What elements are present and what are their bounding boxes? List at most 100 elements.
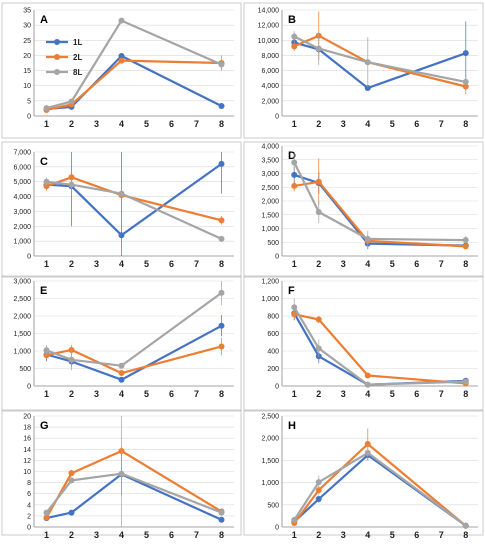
panel-g-y-tick-label: 0 xyxy=(27,525,31,532)
panel-g-series-8l-point xyxy=(218,509,225,516)
panel-a-x-tick-label: 5 xyxy=(144,119,149,129)
panel-a-y-tick-label: 20 xyxy=(23,53,31,60)
panel-b-y-tick-label: 6,000 xyxy=(261,68,279,75)
panel-a-frame xyxy=(1,2,242,139)
panel-d-y-tick-label: 3,500 xyxy=(261,157,279,164)
panel-e-x-tick-label: 4 xyxy=(119,389,124,399)
panel-g-x-tick-label: 7 xyxy=(194,530,199,540)
panel-c-x-tick-label: 4 xyxy=(119,259,124,269)
panel-c-x-tick-label: 1 xyxy=(44,259,49,269)
panel-f-y-tick-label: 800 xyxy=(267,314,279,321)
panel-e-y-tick-label: 2,000 xyxy=(13,314,31,321)
panel-a-x-tick-label: 4 xyxy=(119,119,124,129)
legend-1l-marker xyxy=(54,39,60,45)
panel-f-x-tick-label: 5 xyxy=(390,389,395,399)
panel-h-x-tick-label: 1 xyxy=(292,530,297,540)
panel-b-y-tick-label: 0 xyxy=(275,114,279,121)
panel-e-x-tick-label: 2 xyxy=(69,389,74,399)
panel-b-series-8l-line xyxy=(293,35,467,83)
panel-a-y-tick-label: 35 xyxy=(23,8,31,15)
legend-8l-label: 8L xyxy=(73,68,82,77)
panel-h-y-tick-label: 2,500 xyxy=(261,414,279,421)
panel-d-x-tick-label: 3 xyxy=(341,259,346,269)
panel-e-y-tick-label: 1,000 xyxy=(13,349,31,356)
panel-d-series-2l-point xyxy=(315,178,322,185)
panel-g-y-tick-label: 16 xyxy=(23,436,31,443)
panel-e-series-8l-point xyxy=(43,347,50,354)
panel-b-series-2l xyxy=(291,11,469,95)
panel-e-y-tick-label: 0 xyxy=(27,384,31,391)
panel-a-x-tick-label: 1 xyxy=(44,119,49,129)
panel-b-x-tick-label: 5 xyxy=(390,119,395,129)
panel-d-x-tick-label: 8 xyxy=(463,259,468,269)
panel-d-series-8l-point xyxy=(462,237,469,244)
panel-b-series-8l-point xyxy=(291,33,298,40)
panel-e-series-1l-line xyxy=(46,324,223,381)
legend-1l-label: 1L xyxy=(73,38,82,47)
panel-f-series-8l-line xyxy=(293,306,466,386)
panel-h-x-tick-label: 7 xyxy=(439,530,444,540)
panel-c-y-tick-label: 5,000 xyxy=(13,179,31,186)
panel-d-x-tick-label: 7 xyxy=(439,259,444,269)
panel-c-series-8l-point xyxy=(118,190,125,197)
panel-e-series-2l-point xyxy=(218,343,225,350)
panel-e-series-1l-point xyxy=(218,322,225,329)
panel-g-series-8l-point xyxy=(68,477,75,484)
panel-a-series-8l xyxy=(43,17,225,112)
panel-d-series-2l-point xyxy=(291,182,298,189)
panel-c-series-1l-point xyxy=(118,232,125,239)
panel-b-frame xyxy=(243,2,484,139)
panel-h-x-tick-label: 6 xyxy=(414,530,419,540)
panel-a-series-1l-point xyxy=(118,53,125,60)
panel-g-frame xyxy=(1,409,242,536)
panel-h: 0 500 1,000 1,500 2,000 2,500 1 2 3 4 5 6 7 8 H xyxy=(243,409,484,540)
panel-d-series-8l-point xyxy=(315,209,322,215)
panel-h-label: H xyxy=(288,420,296,432)
panel-g-y-tick-label: 2 xyxy=(27,513,31,520)
panel-e-series-8l-point xyxy=(118,362,125,369)
panel-h-series-8l-point xyxy=(462,522,469,529)
panel-c-series-8l-point xyxy=(218,235,225,242)
panel-h-x-tick-label: 3 xyxy=(341,530,346,540)
panel-d-series-2l-line xyxy=(294,180,466,248)
panel-f-label: F xyxy=(288,285,295,297)
panel-d-y-tick-label: 2,000 xyxy=(261,199,279,206)
panel-c-series-2l-point xyxy=(218,217,225,224)
panel-h-x-tick-label: 5 xyxy=(390,530,395,540)
panel-a-series-2l-line xyxy=(46,59,222,111)
panel-b-series-2l-point xyxy=(291,43,298,50)
panel-c: 0 1,000 2,000 3,000 4,000 5,000 6,000 7,000 1 2 3 4… xyxy=(1,141,242,278)
panel-f-x-tick-label: 1 xyxy=(292,389,297,399)
panel-e-x-tick-label: 6 xyxy=(169,389,174,399)
panel-g-x-tick-label: 6 xyxy=(169,530,174,540)
panel-c-series-8l-point xyxy=(43,178,50,185)
panel-b-series-1l-point xyxy=(462,50,469,57)
panel-f-y-tick-label: 200 xyxy=(267,366,279,373)
panel-c-series-1l xyxy=(43,152,225,256)
panel-h-series-2l-point xyxy=(364,440,371,447)
panel-f-y-tick-label: 600 xyxy=(267,331,279,338)
panel-e-series-8l-point xyxy=(68,356,75,363)
panel-c-y-tick-label: 4,000 xyxy=(13,194,31,201)
panel-d-series-8l xyxy=(291,152,469,248)
panel-g-series-8l-line xyxy=(45,472,222,514)
panel-g-y-tick-label: 18 xyxy=(23,425,31,432)
panel-c-y-tick-label: 7,000 xyxy=(13,150,31,157)
panel-g-series-1l-point xyxy=(68,509,75,516)
panel-g-x-tick-label: 4 xyxy=(119,530,124,540)
legend: 1L 2L 8L xyxy=(46,38,82,77)
panel-b-series-8l-point xyxy=(364,59,371,66)
panel-a-y-tick-label: 0 xyxy=(27,114,31,121)
panel-b-label: B xyxy=(288,14,296,26)
panel-e-x-tick-label: 8 xyxy=(219,389,224,399)
panel-d-series-2l-point xyxy=(462,243,469,250)
panel-e-series-8l-line xyxy=(46,292,223,367)
panel-d-series-1l-point xyxy=(291,171,298,178)
panel-f-series-2l-line xyxy=(294,313,466,385)
panel-d-y-tick-label: 2,500 xyxy=(261,185,279,192)
panel-h-series-8l xyxy=(291,449,469,529)
panel-h-y-tick-label: 1,000 xyxy=(261,480,279,487)
panel-f-y-tick-label: 1,000 xyxy=(261,296,279,303)
panel-d-x-tick-label: 5 xyxy=(390,259,395,269)
panel-e-series-2l xyxy=(43,337,225,377)
